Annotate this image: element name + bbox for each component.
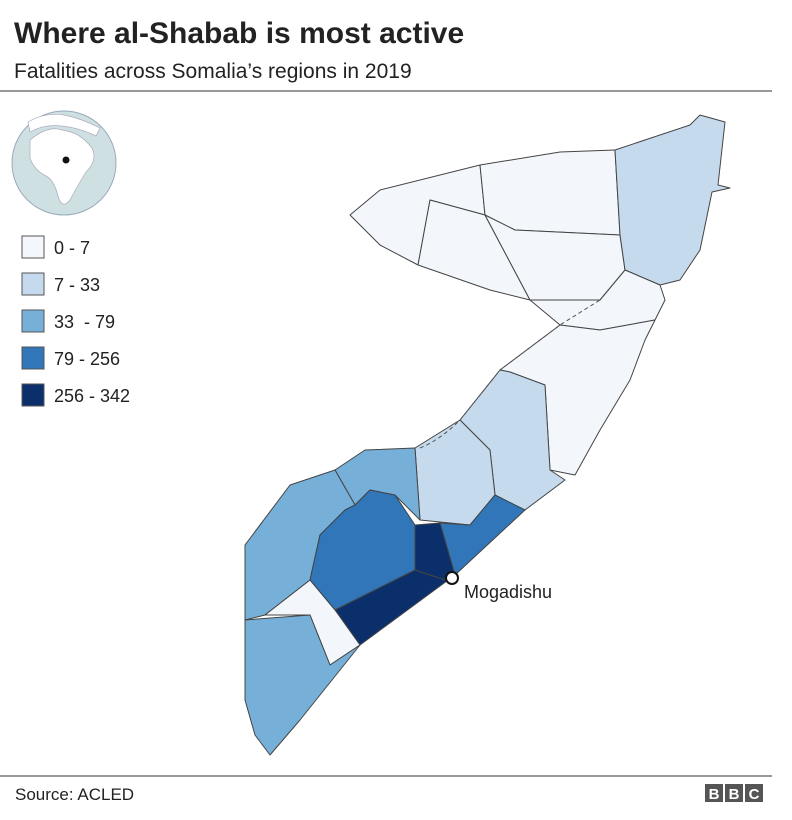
logo-letter: B	[709, 786, 720, 803]
legend-label: 79 - 256	[54, 349, 120, 369]
logo-block	[705, 784, 723, 802]
legend: 0 - 7 7 - 33 33 - 79 79 - 256 256 - 342	[21, 235, 130, 407]
region	[614, 114, 731, 286]
title: Where al-Shabab is most active	[14, 17, 464, 50]
somalia-regions	[244, 114, 731, 756]
legend-swatch	[21, 272, 45, 296]
region	[334, 569, 456, 646]
logo-letter: B	[729, 786, 740, 803]
disputed-border	[419, 269, 626, 449]
legend-swatch	[21, 346, 45, 370]
logo-block	[745, 784, 763, 802]
legend-swatch	[21, 235, 45, 259]
region	[479, 149, 621, 236]
logo-letter: C	[749, 786, 760, 803]
legend-label: 256 - 342	[54, 386, 130, 406]
region	[244, 614, 361, 756]
legend-label: 0 - 7	[54, 238, 90, 258]
subtitle: Fatalities across Somalia’s regions in 2…	[14, 60, 412, 83]
city-label: Mogadishu	[464, 582, 552, 602]
city-marker	[445, 571, 459, 585]
source: Source: ACLED	[15, 785, 134, 804]
legend-swatch	[21, 309, 45, 333]
legend-swatch	[21, 383, 45, 407]
legend-label: 7 - 33	[54, 275, 100, 295]
logo-block	[725, 784, 743, 802]
legend-label: 33 - 79	[54, 312, 115, 332]
locator-globe	[11, 110, 117, 216]
